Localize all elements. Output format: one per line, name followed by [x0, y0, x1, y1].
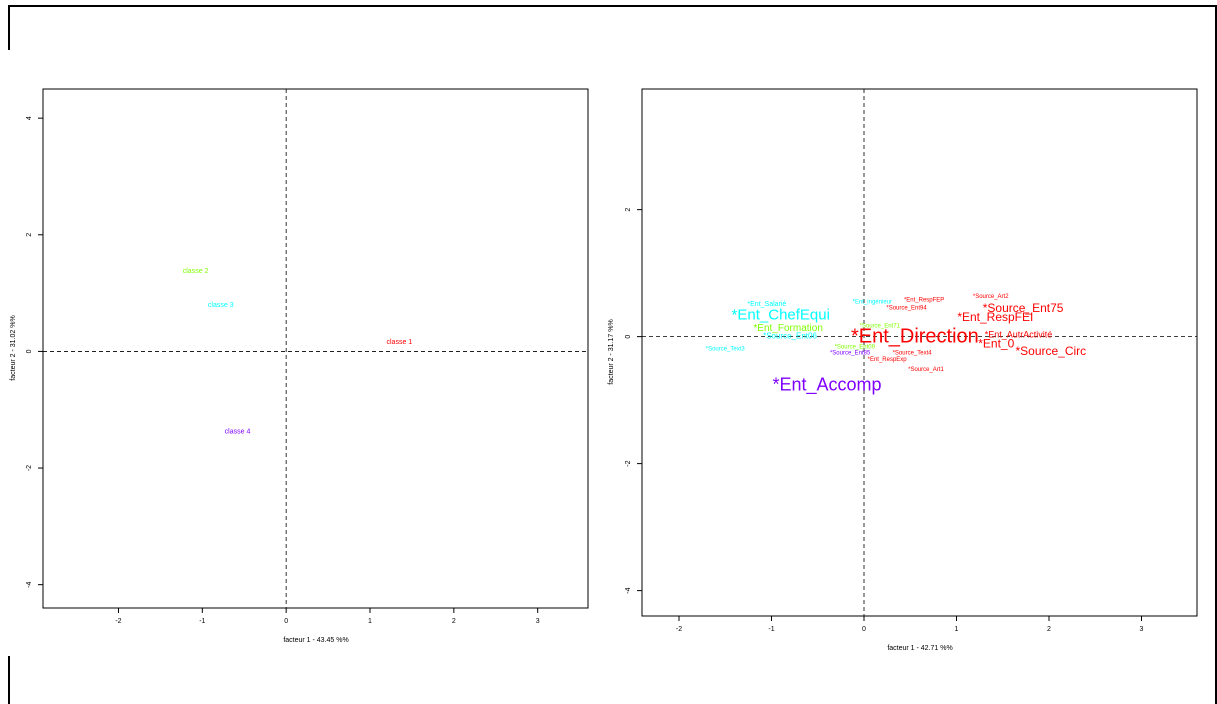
y-axis-ticks: -4 -2 0 2 4 [26, 116, 43, 588]
y-tick-label: -4 [26, 581, 33, 587]
point-label: *Ent_ChefEqui [732, 307, 830, 324]
x-axis-label: facteur 1 - 42.71 %% [887, 645, 952, 652]
point-label: *Source_Ent06 [763, 332, 817, 341]
point-labels: classe 1 classe 2 classe 3 classe 4 [183, 268, 413, 436]
x-tick-label: -1 [199, 618, 205, 625]
y-tick-label: -4 [625, 587, 632, 593]
plot-box [641, 88, 1198, 617]
point-label: *Ent_AutrActivité [985, 330, 1053, 340]
point-label: *Ent_Formation [753, 323, 822, 334]
x-tick-label: 0 [862, 626, 866, 633]
y-tick-label: 0 [26, 349, 33, 353]
point-label: *Source_Ent71 [860, 323, 901, 329]
y-axis-ticks: -4 -2 0 2 [625, 208, 642, 594]
point-label: *Ent_RespExp [868, 357, 908, 363]
point-label: *Ent_Direction [851, 326, 979, 348]
point-label: *Source_Art1 [908, 367, 944, 373]
y-tick-label: 4 [26, 116, 33, 120]
x-tick-label: 3 [1140, 626, 1144, 633]
x-axis-ticks: -2 -1 0 1 2 3 [115, 608, 540, 625]
y-axis-label: facteur 2 - 31.17 %% [608, 319, 615, 384]
x-tick-label: -2 [676, 626, 682, 633]
point-label: *Source_Circ [1015, 344, 1086, 358]
point-label: *Ent_Salarié [747, 301, 786, 308]
point-label: *Source_Ent85 [830, 351, 871, 357]
y-tick-label: 2 [26, 233, 33, 237]
point-label: *Source_Ent09 [835, 344, 876, 350]
point-label: classe 1 [387, 339, 413, 346]
x-axis-ticks: -2 -1 0 1 2 3 [676, 616, 1144, 633]
point-label: classe 3 [208, 302, 234, 309]
point-label: classe 4 [225, 429, 251, 436]
point-label: *Ent_RespFEI [957, 310, 1033, 324]
point-label: *Ent_RespFEP [904, 297, 944, 303]
x-tick-label: -1 [768, 626, 774, 633]
x-tick-label: 2 [452, 618, 456, 625]
point-labels: *Ent_ChefEqui*Ent_Salarié*Ent_Formation*… [706, 294, 1086, 395]
x-tick-label: -2 [115, 618, 121, 625]
point-label: classe 2 [183, 268, 209, 275]
point-label: *Source_Text3 [706, 346, 746, 352]
x-tick-label: 3 [536, 618, 540, 625]
y-tick-label: 0 [625, 335, 632, 339]
scatter-plot-modalities: -2 -1 0 1 2 3 -4 -2 0 2 *Ent_ChefEqui*Ent_Salari… [608, 88, 1198, 652]
point-label: *Source_Art2 [973, 294, 1009, 300]
plot-box [42, 88, 589, 609]
x-tick-label: 1 [955, 626, 959, 633]
y-tick-label: -2 [26, 465, 33, 471]
point-label: *Source_Ent94 [886, 306, 927, 312]
x-tick-label: 0 [284, 618, 288, 625]
y-tick-label: -2 [625, 460, 632, 466]
y-axis-label: facteur 2 - 31.02 %% [10, 315, 17, 380]
point-label: *Ent_Accomp [772, 374, 881, 395]
x-axis-label: facteur 1 - 43.45 %% [283, 637, 348, 644]
point-label: *Ent_ingénieur [853, 299, 892, 305]
point-label: *Source_Ent75 [983, 301, 1064, 315]
point-label: *Source_Text4 [893, 351, 933, 357]
x-tick-label: 1 [368, 618, 372, 625]
x-tick-label: 2 [1047, 626, 1051, 633]
y-tick-label: 2 [625, 208, 632, 212]
point-label: *Ent_0 [978, 336, 1014, 350]
